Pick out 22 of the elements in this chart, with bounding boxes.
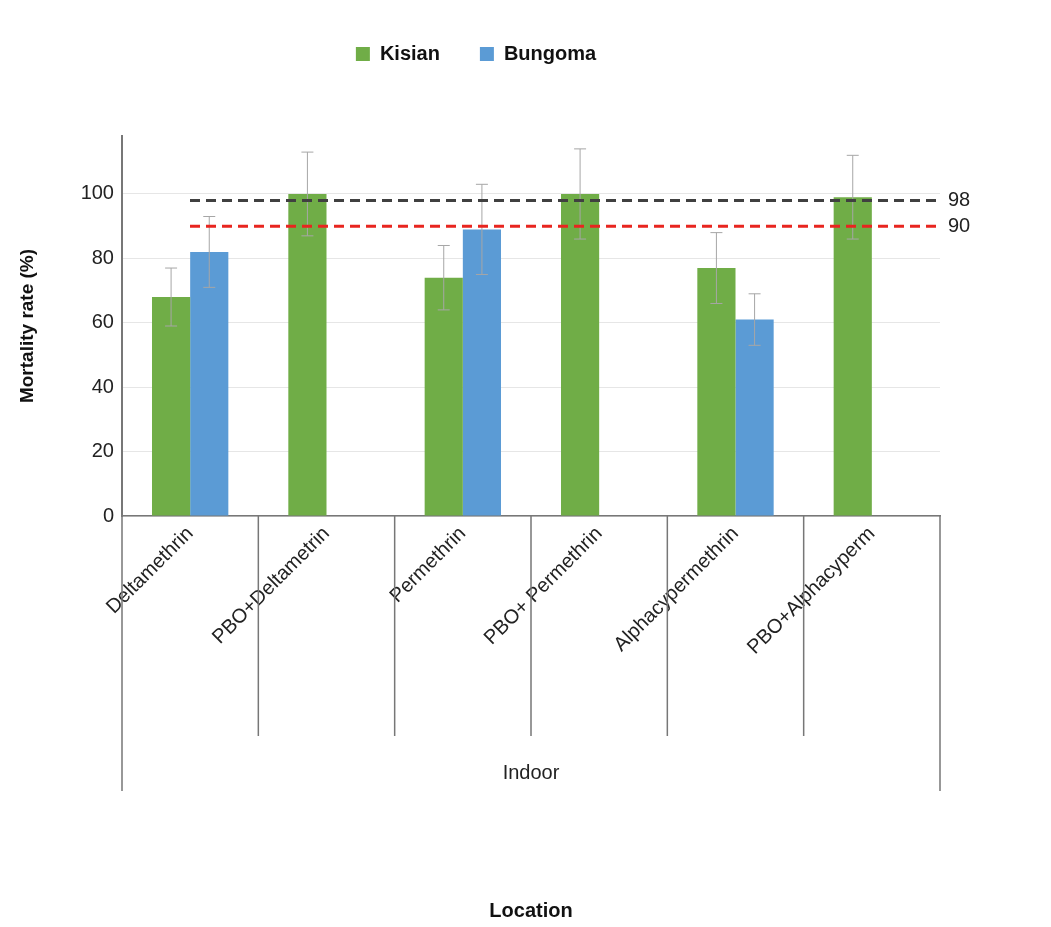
bar: [833, 197, 872, 516]
y-tick-label: 0: [102, 503, 114, 526]
y-tick-label: 40: [91, 374, 114, 397]
bar: [560, 193, 600, 516]
text: Location: [489, 898, 573, 921]
y-tick-label: 100: [80, 181, 114, 204]
y-tick-label: 20: [91, 439, 114, 462]
bar: [190, 251, 229, 516]
y-tick-label: 60: [91, 310, 114, 333]
legend-label: Bungoma: [503, 41, 597, 64]
bar: [735, 319, 774, 516]
bar: [151, 297, 191, 516]
y-tick-label: 80: [91, 245, 114, 268]
bar: [697, 268, 736, 516]
text: Indoor: [502, 760, 560, 783]
ref-line-label: 90: [948, 213, 971, 236]
y-axis-title: Mortality rate (%): [15, 248, 37, 404]
ref-line-label: 98: [948, 187, 971, 210]
bar: [424, 277, 463, 516]
bar: [462, 229, 502, 516]
legend-label: Kisian: [379, 41, 440, 64]
bar: [288, 193, 327, 516]
